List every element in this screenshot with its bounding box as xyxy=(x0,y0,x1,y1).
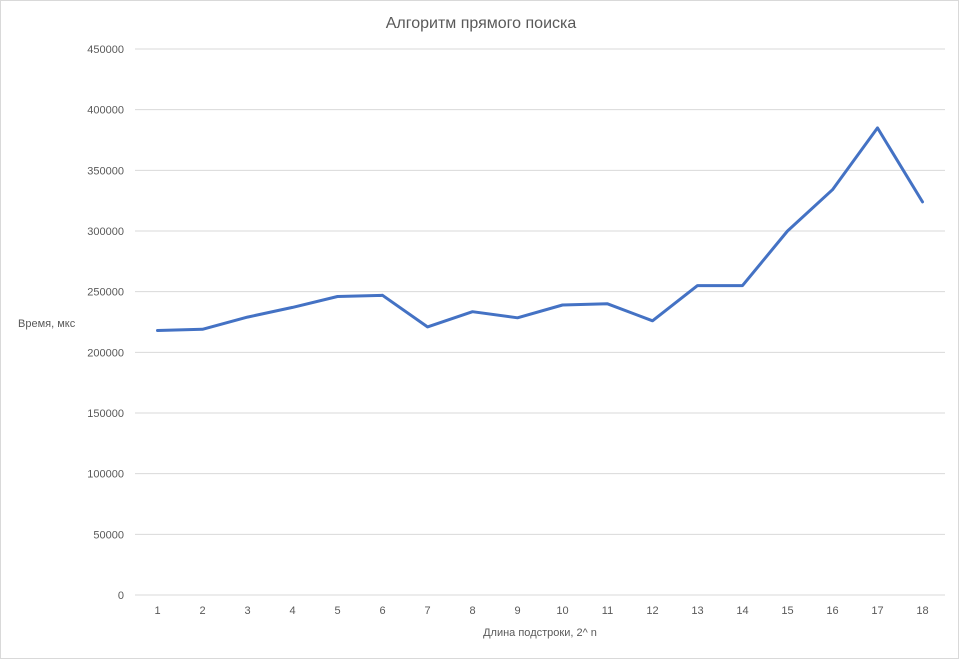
x-tick-label-6: 7 xyxy=(424,605,430,617)
x-tick-label-1: 2 xyxy=(199,605,205,617)
x-tick-label-15: 16 xyxy=(826,605,838,617)
y-axis-title: Время, мкс xyxy=(18,318,76,330)
y-tick-label-7: 350000 xyxy=(87,165,124,177)
x-tick-label-8: 9 xyxy=(514,605,520,617)
x-tick-label-11: 12 xyxy=(646,605,658,617)
y-tick-label-8: 400000 xyxy=(87,105,124,117)
y-tick-label-9: 450000 xyxy=(87,44,124,56)
x-tick-label-13: 14 xyxy=(736,605,748,617)
y-tick-labels: 0 50000 100000 150000 200000 250000 300000 3500… xyxy=(87,44,124,602)
x-tick-label-17: 18 xyxy=(916,605,928,617)
x-tick-label-9: 10 xyxy=(556,605,568,617)
x-axis-title: Длина подстроки, 2^ n xyxy=(483,627,597,639)
series-lines xyxy=(156,126,924,332)
series-line-0 xyxy=(156,126,924,332)
y-tick-label-3: 150000 xyxy=(87,408,124,420)
x-tick-label-14: 15 xyxy=(781,605,793,617)
gridlines xyxy=(135,48,945,596)
x-tick-label-0: 1 xyxy=(154,605,160,617)
x-tick-label-16: 17 xyxy=(871,605,883,617)
x-tick-label-2: 3 xyxy=(244,605,250,617)
x-tick-label-7: 8 xyxy=(469,605,475,617)
y-tick-label-0: 0 xyxy=(118,590,124,602)
x-tick-label-12: 13 xyxy=(691,605,703,617)
chart-title: Алгоритм прямого поиска xyxy=(386,15,577,32)
y-tick-label-1: 50000 xyxy=(93,529,124,541)
y-tick-label-5: 250000 xyxy=(87,287,124,299)
x-tick-label-10: 11 xyxy=(602,605,613,617)
x-tick-label-4: 5 xyxy=(334,605,340,617)
y-tick-label-6: 300000 xyxy=(87,226,124,238)
x-tick-label-3: 4 xyxy=(289,605,295,617)
y-tick-label-2: 100000 xyxy=(87,469,124,481)
x-tick-labels: 1 2 3 4 5 6 7 8 9 10 11 12 13 14 15 16 17 18 xyxy=(154,605,928,617)
y-tick-label-4: 200000 xyxy=(87,347,124,359)
x-tick-label-5: 6 xyxy=(379,605,385,617)
